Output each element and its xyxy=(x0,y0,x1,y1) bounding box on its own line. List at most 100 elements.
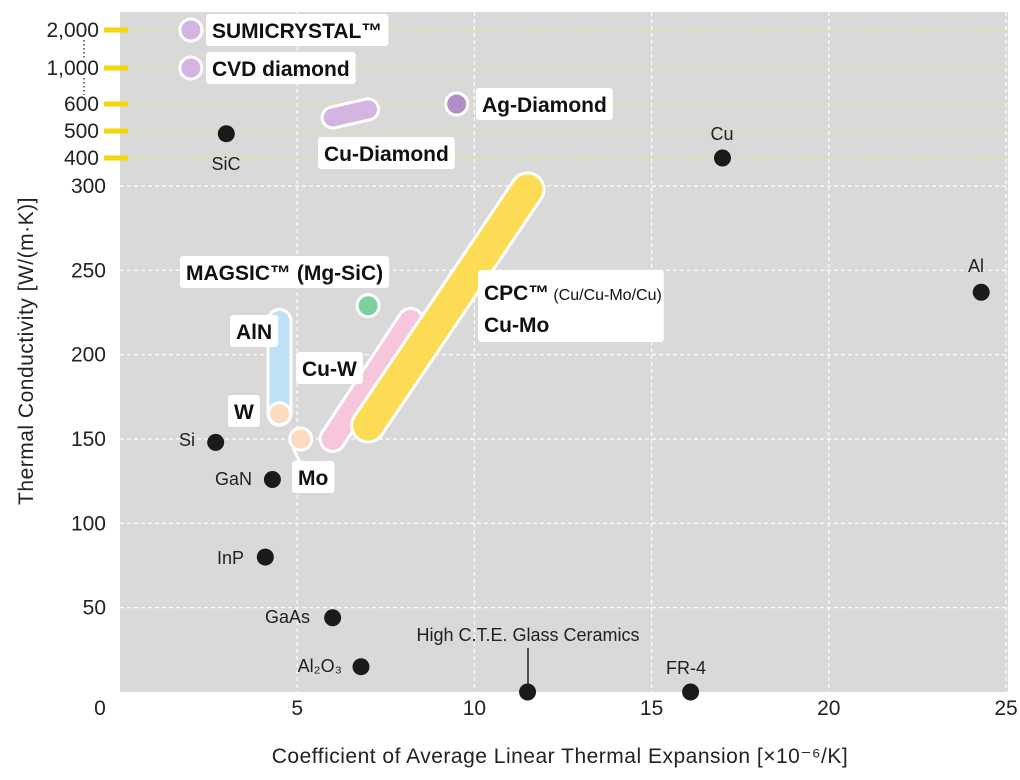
boxlabel-bg-sumicrystal xyxy=(206,14,389,46)
boxlabel-cu-diamond: Cu-Diamond xyxy=(318,137,455,169)
boxlabel-bg-cvd-diamond xyxy=(206,52,356,84)
band-fill-cpc xyxy=(353,174,543,441)
leader-mo xyxy=(291,447,302,463)
x-tick-label-20: 20 xyxy=(817,697,840,720)
x-tick-label-0: 0 xyxy=(94,697,106,720)
point-w xyxy=(266,401,292,427)
label-si: Si xyxy=(179,430,195,450)
boxlabel-bg-w xyxy=(228,395,260,427)
point-gaas xyxy=(324,609,342,627)
x-tick-label-5: 5 xyxy=(291,697,303,720)
boxlabel-text-cu-mo: Cu-Mo xyxy=(484,314,549,337)
label-al: Al xyxy=(968,256,984,276)
x-tick-label-10: 10 xyxy=(463,697,486,720)
label-gan: GaN xyxy=(215,469,252,489)
boxlabel-bg-cu-diamond xyxy=(318,137,455,169)
boxlabel-sumicrystal: SUMICRYSTAL™ xyxy=(206,14,389,46)
point-si xyxy=(207,433,225,451)
boxlabel-text-ag-diamond: Ag-Diamond xyxy=(482,94,607,117)
point-inp xyxy=(256,548,274,566)
label-inp: InP xyxy=(217,548,244,568)
y-axis: 50 100 150 200 250 300 400 500 600 1,000 2,000 xyxy=(46,19,128,620)
boxlabel-cvd-diamond: CVD diamond xyxy=(206,52,356,84)
point-magsic-mg-sic xyxy=(355,293,381,319)
boxlabel-sub-cpc: (Cu/Cu-Mo/Cu) xyxy=(553,287,661,304)
band-cu-w xyxy=(318,306,425,453)
boxlabel-main-magsic-mg-sic: MAGSIC™ (Mg-SiC) xyxy=(186,262,383,285)
point-mo xyxy=(288,426,314,452)
boxlabel-w: W xyxy=(228,395,260,427)
point-gan xyxy=(263,470,281,488)
boxlabel-magsic-mg-sic: MAGSIC™ (Mg-SiC) xyxy=(180,256,390,288)
boxlabel-text-sumicrystal: SUMICRYSTAL™ xyxy=(212,20,382,43)
material-bands xyxy=(266,97,546,453)
boxlabel-bg-cu-w xyxy=(296,352,363,384)
boxlabel-mo: Mo xyxy=(292,461,335,493)
y-tick-label-150: 150 xyxy=(71,428,106,451)
label-high-c-t-e-glass-ceramics: High C.T.E. Glass Ceramics xyxy=(416,625,639,645)
point-sumicrystal xyxy=(178,17,204,43)
x-axis-title: Coefficient of Average Linear Thermal Ex… xyxy=(272,745,848,768)
y-tick-label-500: 500 xyxy=(64,120,99,143)
boxlabel-text-magsic-mg-sic: MAGSIC™ (Mg-SiC) xyxy=(186,262,383,285)
point-fr-4 xyxy=(682,683,700,701)
data-labels: SiC Cu Al Si GaN InP GaAs Al₂O₃ High C.T.E. Glas… xyxy=(179,14,984,684)
point-ag-diamond xyxy=(444,91,470,117)
boxlabel-text-cpc: CPC™ (Cu/Cu-Mo/Cu) xyxy=(484,282,662,305)
boxlabel-text-cvd-diamond: CVD diamond xyxy=(212,58,350,81)
y-tick-label-600: 600 xyxy=(64,93,99,116)
boxlabel-main-mo: Mo xyxy=(298,467,328,490)
y-tick-label-50: 50 xyxy=(83,597,106,620)
x-axis: 0 5 10 15 20 25 xyxy=(94,697,1018,720)
boxlabel-main-cpc: CPC™ xyxy=(484,282,549,305)
y-tick-label-250: 250 xyxy=(71,259,106,282)
label-gaas: GaAs xyxy=(265,607,310,627)
label-cu: Cu xyxy=(710,124,733,144)
band-fill-cu-diamond xyxy=(323,100,378,127)
boxlabel-text-mo: Mo xyxy=(298,467,328,490)
boxlabel-bg-magsic-mg-sic xyxy=(180,256,390,288)
boxlabel-main-cvd-diamond: CVD diamond xyxy=(212,58,350,81)
band-fill-cu-w xyxy=(321,309,422,450)
label-al-o: Al₂O₃ xyxy=(298,656,342,676)
point-al-o xyxy=(352,658,370,676)
point-high-c-t-e-glass-ceramics xyxy=(519,683,537,701)
boxlabel-main-cu-diamond: Cu-Diamond xyxy=(324,143,449,166)
boxlabel-text-aln: AlN xyxy=(236,321,272,344)
boxlabel-text-cu-diamond: Cu-Diamond xyxy=(324,143,449,166)
y-axis-title: Thermal Conductivity [W/(m·K)] xyxy=(15,197,38,505)
y-tick-label-300: 300 xyxy=(71,175,106,198)
point-cu xyxy=(713,149,731,167)
boxlabel-main-ag-diamond: Ag-Diamond xyxy=(482,94,607,117)
x-tick-label-15: 15 xyxy=(640,697,663,720)
label-sic: SiC xyxy=(211,154,240,174)
point-al xyxy=(972,283,990,301)
y-tick-label-400: 400 xyxy=(64,147,99,170)
boxlabel-cpc: CPC™ (Cu/Cu-Mo/Cu)Cu-Mo xyxy=(478,270,664,342)
point-sic xyxy=(217,125,235,143)
x-tick-label-25: 25 xyxy=(994,697,1017,720)
boxlabel-text-w: W xyxy=(234,401,254,424)
boxlabel-text-cu-w: Cu-W xyxy=(302,358,357,381)
boxlabel-cu-w: Cu-W xyxy=(296,352,363,384)
boxlabel-aln: AlN xyxy=(230,315,279,347)
boxlabel-bg-cpc xyxy=(478,270,664,342)
data-points xyxy=(178,17,990,701)
label-fr-4: FR-4 xyxy=(666,658,706,678)
band-cu-diamond xyxy=(320,97,381,130)
boxlabel-main-cu-w: Cu-W xyxy=(302,358,357,381)
y-tick-label-1000: 1,000 xyxy=(46,57,99,80)
boxlabel-bg-ag-diamond xyxy=(476,88,613,120)
boxlabel-main-sumicrystal: SUMICRYSTAL™ xyxy=(212,20,382,43)
boxlabel-main-w: W xyxy=(234,401,254,424)
boxlabel-bg-mo xyxy=(292,461,335,493)
y-tick-label-2000: 2,000 xyxy=(46,19,99,42)
y-tick-label-100: 100 xyxy=(71,512,106,535)
boxlabel-ag-diamond: Ag-Diamond xyxy=(476,88,613,120)
y-tick-label-200: 200 xyxy=(71,344,106,367)
boxlabel-bg-aln xyxy=(230,315,279,347)
boxlabel-main-aln: AlN xyxy=(236,321,272,344)
point-cvd-diamond xyxy=(178,55,204,81)
band-cpc xyxy=(350,171,546,444)
